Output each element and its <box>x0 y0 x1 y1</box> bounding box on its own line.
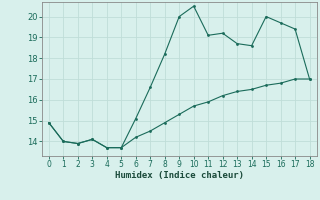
X-axis label: Humidex (Indice chaleur): Humidex (Indice chaleur) <box>115 171 244 180</box>
